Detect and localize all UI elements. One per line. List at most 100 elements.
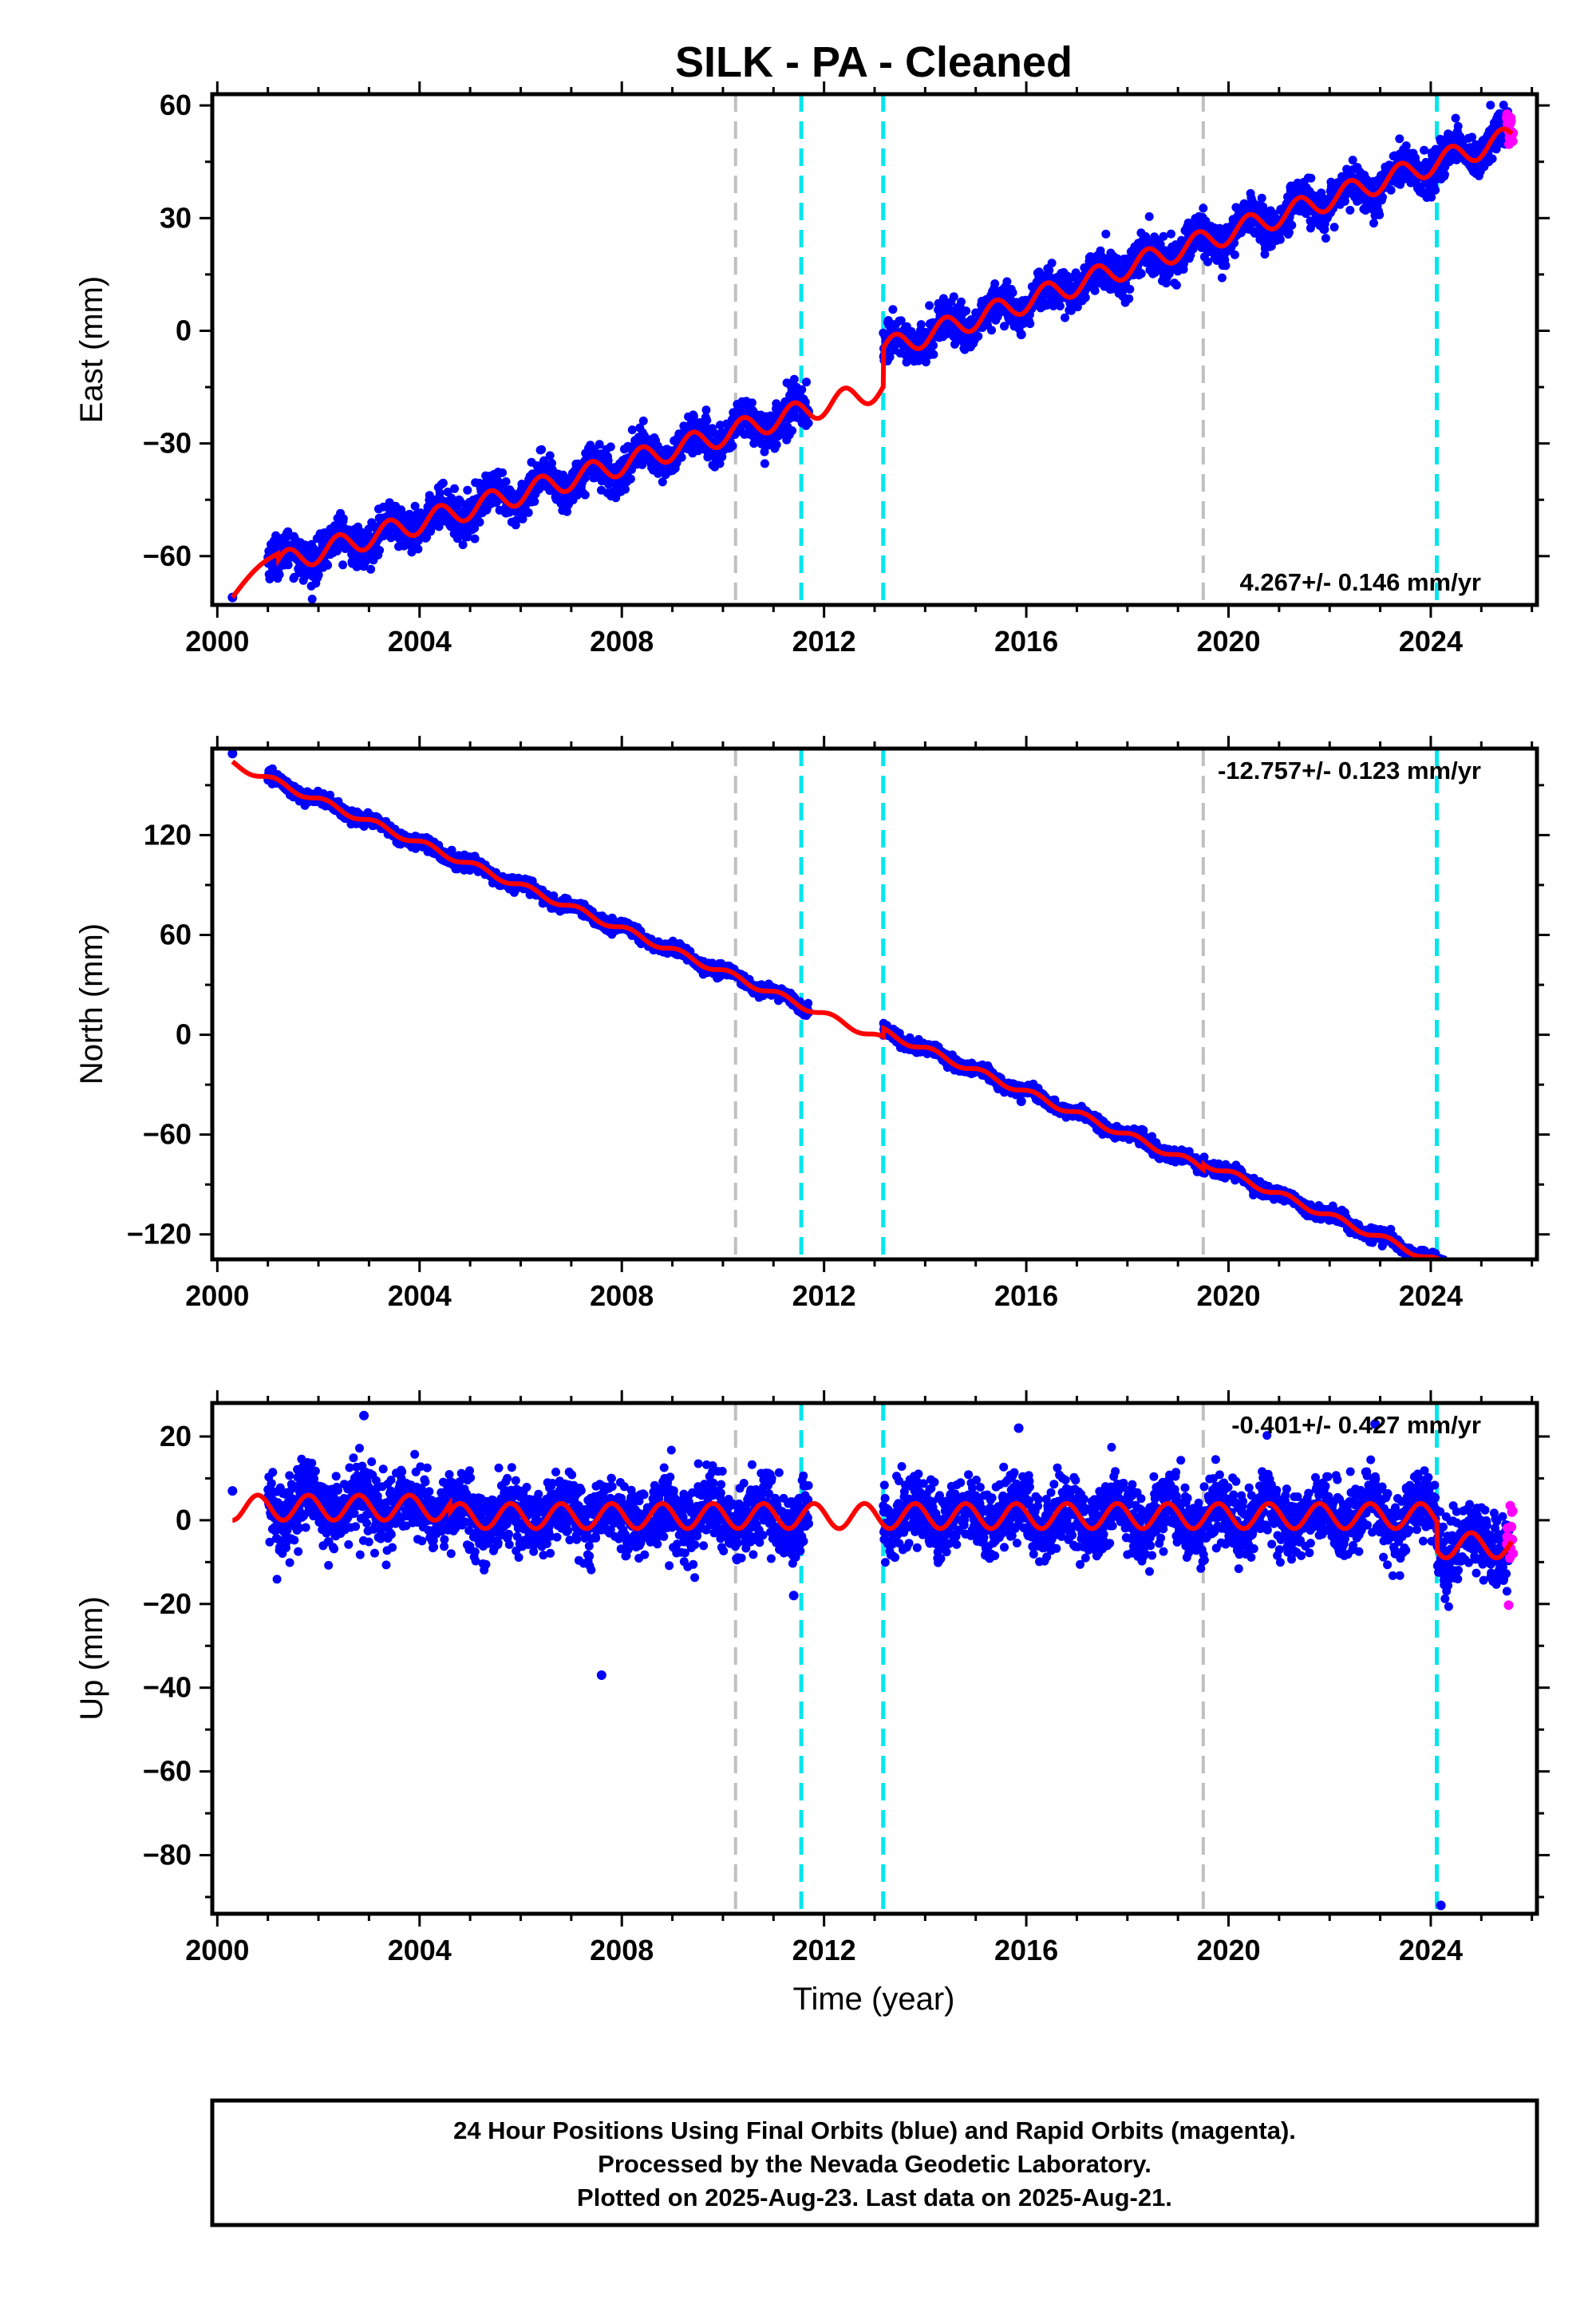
final-orbit-point <box>658 477 667 487</box>
final-orbit-point <box>626 474 635 484</box>
final-orbit-point <box>1159 231 1168 241</box>
final-orbit-point <box>563 507 571 516</box>
final-orbit-point <box>435 488 444 498</box>
y-axis-label: East (mm) <box>74 276 109 423</box>
final-orbit-point <box>452 534 462 543</box>
final-orbit-point <box>1061 313 1069 322</box>
final-orbit-point <box>307 595 317 604</box>
x-tick-label: 2016 <box>994 625 1058 658</box>
final-orbit-point <box>1144 211 1154 221</box>
final-orbit-point <box>512 516 521 525</box>
final-orbit-point <box>1451 113 1460 123</box>
final-orbit-point <box>1431 185 1440 195</box>
final-orbit-point <box>265 575 275 583</box>
final-orbit-point <box>962 306 971 316</box>
final-orbit-point <box>1101 229 1111 239</box>
figure-title: SILK - PA - Cleaned <box>675 38 1073 86</box>
final-orbit-point <box>1401 141 1411 151</box>
rapid-orbit-point <box>1506 116 1516 126</box>
final-orbit-point <box>1230 250 1239 259</box>
final-orbit-point <box>888 305 898 314</box>
final-orbit-point <box>1199 204 1208 213</box>
final-orbit-point <box>804 418 813 428</box>
final-orbit-point <box>1125 284 1135 294</box>
final-orbit-point <box>929 341 938 350</box>
final-orbit-point <box>338 514 348 524</box>
final-orbit-point <box>450 484 459 493</box>
final-orbit-point <box>501 477 511 486</box>
y-tick-label: 0 <box>176 314 192 346</box>
x-tick-label: 2020 <box>1196 625 1260 658</box>
final-orbit-point <box>410 501 420 511</box>
final-orbit-point <box>760 459 769 468</box>
final-orbit-point <box>1321 234 1330 243</box>
final-orbit-point <box>475 517 484 527</box>
final-orbit-point <box>1008 288 1017 298</box>
final-orbit-point <box>677 453 686 462</box>
final-orbit-point <box>689 412 698 421</box>
x-tick-label: 2004 <box>388 625 452 658</box>
final-orbit-point <box>523 508 533 517</box>
final-orbit-point <box>1487 154 1497 164</box>
final-orbit-point <box>530 496 539 506</box>
x-tick-label: 2024 <box>1399 625 1463 658</box>
final-orbit-point <box>1395 134 1404 144</box>
final-orbit-point <box>518 514 527 524</box>
final-orbit-point <box>987 326 996 335</box>
final-orbit-point <box>366 564 376 574</box>
final-orbit-point <box>717 452 727 461</box>
final-orbit-point <box>788 426 797 436</box>
final-orbit-point <box>275 570 284 579</box>
final-orbit-point <box>949 292 958 302</box>
final-orbit-point <box>1047 259 1057 268</box>
final-orbit-point <box>715 459 725 468</box>
x-tick-label: 2008 <box>590 625 654 658</box>
y-tick-label: 30 <box>160 201 192 234</box>
final-orbit-point <box>747 398 757 408</box>
final-orbit-point <box>434 522 444 532</box>
final-orbit-point <box>1453 121 1463 131</box>
final-orbit-point <box>338 560 348 570</box>
final-orbit-point <box>1486 101 1495 110</box>
x-tick-label: 2000 <box>185 625 249 658</box>
data-points <box>227 749 1448 1259</box>
final-orbit-point <box>1306 173 1316 183</box>
final-orbit-point <box>990 279 1000 288</box>
x-tick-label: 2012 <box>792 625 856 658</box>
final-orbit-point <box>925 301 934 310</box>
final-orbit-point <box>283 527 293 536</box>
final-orbit-point <box>323 560 333 570</box>
final-orbit-point <box>463 532 472 542</box>
final-orbit-point <box>728 441 737 451</box>
final-orbit-point <box>1329 223 1339 232</box>
final-orbit-point <box>595 440 604 449</box>
final-orbit-point <box>1002 277 1012 287</box>
final-orbit-point <box>1221 261 1231 271</box>
final-orbit-point <box>1275 235 1285 244</box>
final-orbit-point <box>375 546 385 555</box>
final-orbit-point <box>1375 210 1385 219</box>
final-orbit-point <box>379 502 388 512</box>
rapid-orbit-point <box>1507 136 1518 146</box>
final-orbit-point <box>974 331 983 341</box>
final-orbit-point <box>1167 229 1175 239</box>
final-orbit-point <box>1025 319 1035 329</box>
final-orbit-point <box>580 490 590 500</box>
final-orbit-point <box>545 451 555 460</box>
final-orbit-point <box>438 478 448 488</box>
final-orbit-point <box>702 416 712 425</box>
final-orbit-point <box>1124 294 1134 303</box>
final-orbit-point <box>498 468 508 477</box>
final-orbit-point <box>1369 219 1378 228</box>
final-orbit-point <box>283 560 293 570</box>
y-tick-label: −60 <box>143 539 192 572</box>
final-orbit-point <box>1090 286 1100 295</box>
final-orbit-point <box>1136 269 1146 279</box>
final-orbit-point <box>789 374 799 384</box>
final-orbit-point <box>537 445 547 454</box>
final-orbit-point <box>458 540 468 550</box>
final-orbit-point <box>1257 193 1266 203</box>
final-orbit-point <box>1386 185 1396 195</box>
y-tick-label: −30 <box>143 427 192 460</box>
panel-1: 2000 2004 2008 2012 2016 2020 2024−60−3003060E… <box>74 81 1550 658</box>
